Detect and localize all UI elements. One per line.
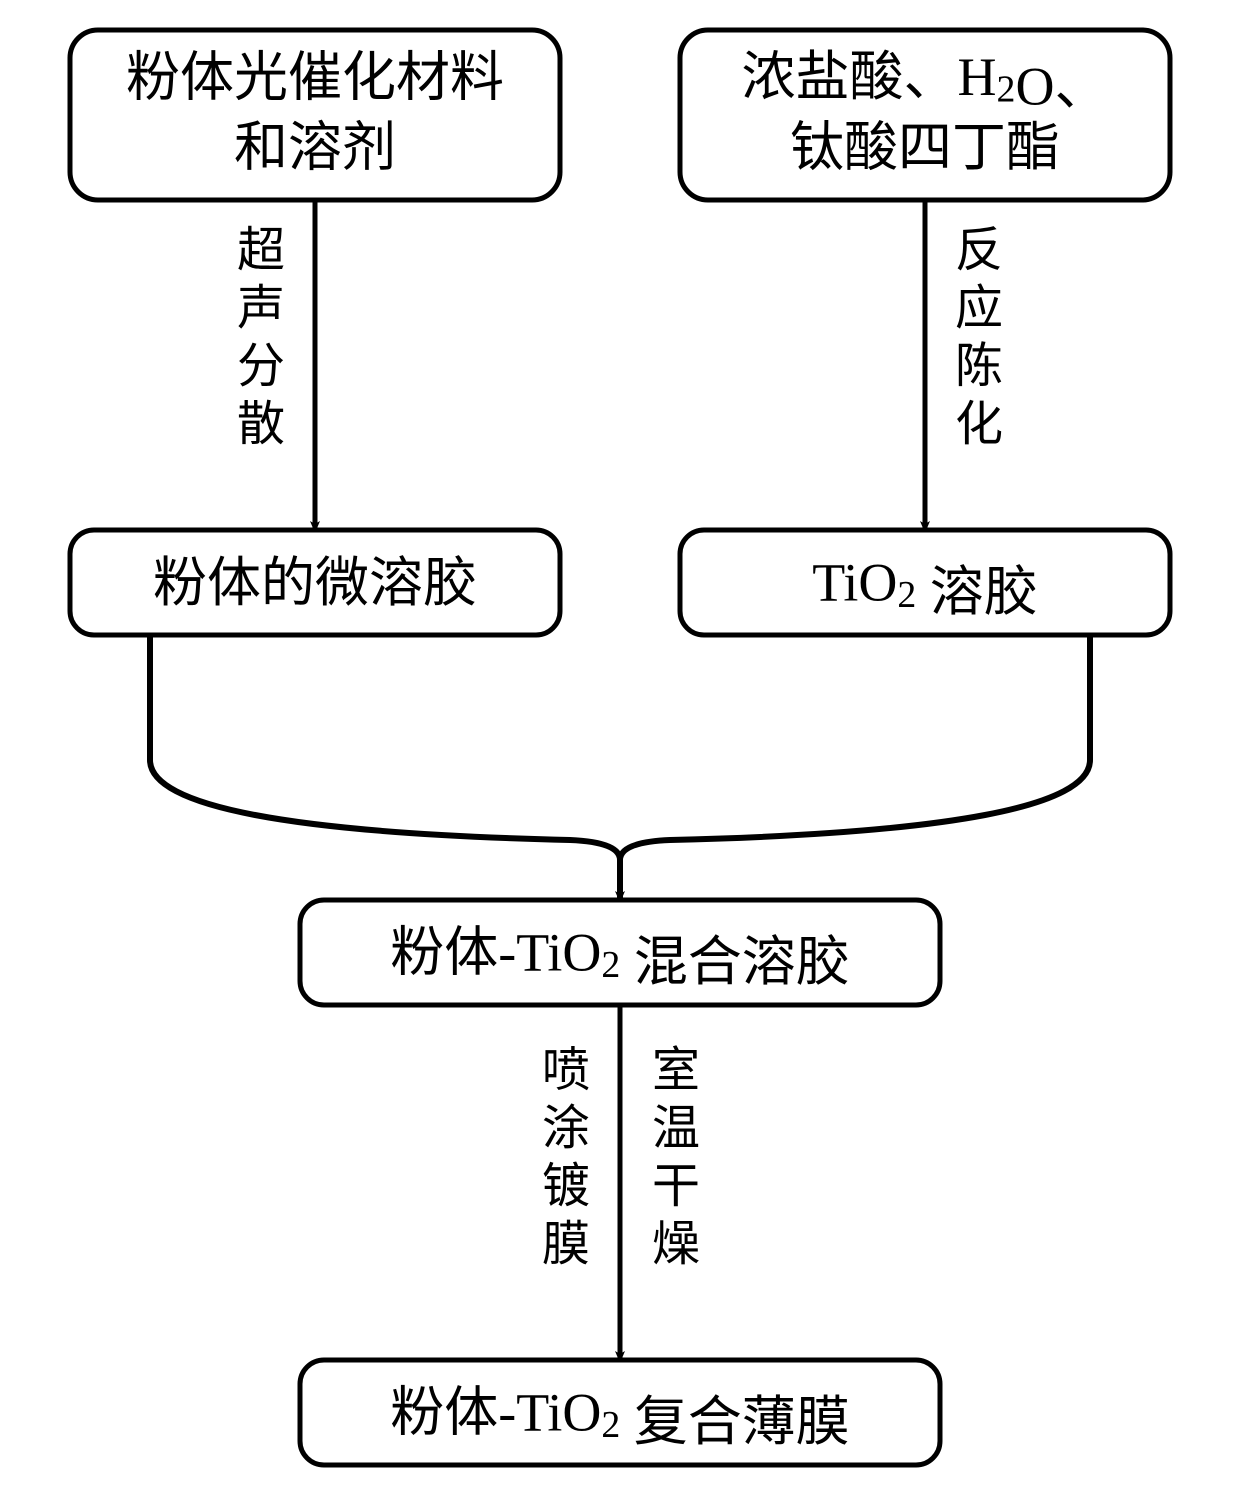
- node-label: 和溶剂: [234, 117, 396, 177]
- node-label: 粉体-TiO2 混合溶胶: [390, 923, 849, 993]
- edge-label-char: 温: [652, 1102, 700, 1155]
- edge-e3: [150, 635, 620, 900]
- node-n5: 粉体-TiO2 混合溶胶: [300, 900, 940, 1005]
- edge-label-char: 超: [237, 224, 285, 277]
- edge-label-char: 反: [955, 224, 1003, 277]
- node-n4: TiO2 溶胶: [680, 530, 1170, 635]
- edge-label-char: 干: [652, 1160, 700, 1213]
- node-n3: 粉体的微溶胶: [70, 530, 560, 635]
- edge-label-char: 喷: [542, 1044, 590, 1097]
- edge-label-char: 应: [955, 282, 1003, 335]
- edge-label-char: 涂: [542, 1102, 590, 1155]
- edge-label-char: 散: [237, 398, 285, 451]
- flowchart-canvas: 粉体光催化材料和溶剂浓盐酸、H2O、钛酸四丁酯粉体的微溶胶TiO2 溶胶粉体-T…: [0, 0, 1240, 1502]
- node-label: 粉体的微溶胶: [153, 553, 477, 613]
- node-label: TiO2 溶胶: [812, 553, 1038, 623]
- node-n2: 浓盐酸、H2O、钛酸四丁酯: [680, 30, 1170, 200]
- node-n1: 粉体光催化材料和溶剂: [70, 30, 560, 200]
- node-label: 浓盐酸、H2O、: [742, 47, 1109, 117]
- edge-label-char: 声: [237, 282, 285, 335]
- edge-label-char: 镀: [542, 1160, 590, 1213]
- edge-label-char: 燥: [652, 1218, 700, 1271]
- edge-label-char: 膜: [542, 1218, 590, 1271]
- edge-label-char: 化: [955, 398, 1003, 451]
- node-label: 粉体光催化材料: [126, 47, 504, 107]
- edges: [150, 200, 1090, 1360]
- edge-label-char: 分: [237, 340, 285, 393]
- edge-label-char: 室: [652, 1044, 700, 1097]
- node-n6: 粉体-TiO2 复合薄膜: [300, 1360, 940, 1465]
- edge-e4: [620, 635, 1090, 860]
- node-label: 钛酸四丁酯: [790, 117, 1060, 177]
- node-label: 粉体-TiO2 复合薄膜: [390, 1383, 849, 1453]
- edge-label-char: 陈: [955, 340, 1003, 393]
